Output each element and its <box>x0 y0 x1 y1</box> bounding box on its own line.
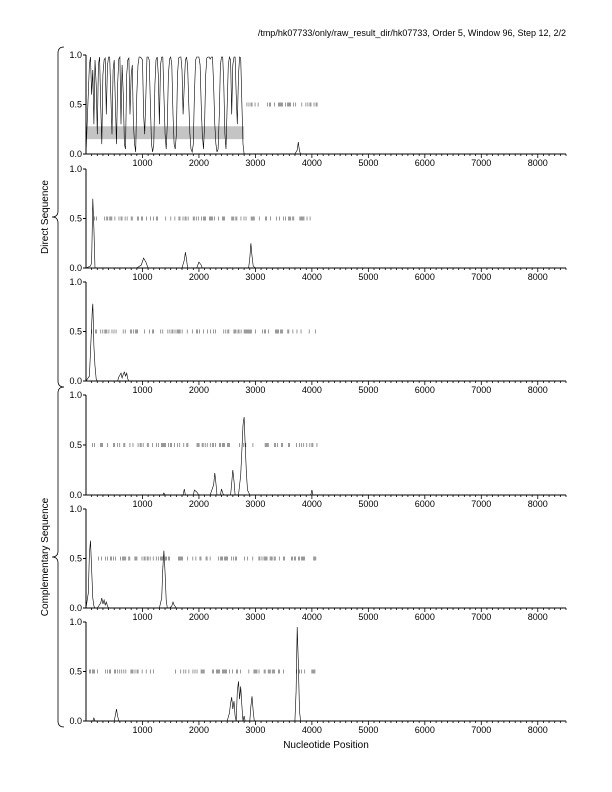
x-tick-label: 1000 <box>132 385 152 395</box>
x-tick-label: 1000 <box>132 158 152 168</box>
x-tick-label: 2000 <box>189 612 209 622</box>
chart-panel-5: 0.0 0.5 1.0 1000 2000 3000 4000 5000 6000 7000 800… <box>69 504 567 622</box>
x-tick-label: 3000 <box>245 272 265 282</box>
x-tick-label: 1000 <box>132 499 152 509</box>
x-tick-label: 6000 <box>415 499 435 509</box>
x-tick-label: 3000 <box>245 725 265 735</box>
x-tick-label: 4000 <box>302 725 322 735</box>
y-tick-label: 0.5 <box>69 554 82 564</box>
x-tick-label: 2000 <box>189 272 209 282</box>
y-tick-label: 0.5 <box>69 100 82 110</box>
figure-header: /tmp/hk07733/only/raw_result_dir/hk07733… <box>258 28 566 38</box>
x-tick-label: 6000 <box>415 272 435 282</box>
x-tick-label: 3000 <box>245 385 265 395</box>
chart-panel-2: 0.0 0.5 1.0 1000 2000 3000 4000 5000 6000 7000 800… <box>69 164 567 282</box>
x-tick-label: 7000 <box>471 272 491 282</box>
x-tick-label: 5000 <box>358 158 378 168</box>
x-tick-label: 4000 <box>302 499 322 509</box>
y-tick-label: 0.5 <box>69 667 82 677</box>
series-line <box>86 626 566 722</box>
series-line <box>86 416 566 496</box>
y-tick-label: 1.0 <box>69 50 82 60</box>
x-tick-label: 2000 <box>189 499 209 509</box>
group-label: Direct Sequence <box>40 180 51 254</box>
series-line <box>85 198 566 269</box>
chart-panel-1: 0.0 0.5 1.0 1000 2000 3000 4000 5000 6000 7000 800… <box>69 50 567 168</box>
x-tick-label: 1000 <box>132 272 152 282</box>
chart-panel-4: 0.0 0.5 1.0 1000 2000 3000 4000 5000 6000 7000 800… <box>69 390 567 509</box>
group-labels: Direct Sequence Complementary Sequence <box>40 46 65 728</box>
x-tick-label: 4000 <box>302 612 322 622</box>
x-tick-label: 1000 <box>132 725 152 735</box>
x-tick-label: 3000 <box>245 499 265 509</box>
y-tick-label: 0.0 <box>69 376 82 386</box>
y-tick-label: 0.0 <box>69 149 82 159</box>
x-tick-label: 3000 <box>245 158 265 168</box>
group-brace <box>51 46 65 388</box>
chart-panel-3: 0.0 0.5 1.0 1000 2000 3000 4000 5000 6000 7000 800… <box>69 277 567 395</box>
x-tick-label: 1000 <box>132 612 152 622</box>
x-tick-label: 6000 <box>415 158 435 168</box>
x-tick-label: 2000 <box>189 725 209 735</box>
x-tick-label: 7000 <box>471 612 491 622</box>
x-tick-label: 4000 <box>302 385 322 395</box>
x-tick-label: 5000 <box>358 612 378 622</box>
group-brace <box>51 386 65 728</box>
x-tick-label: 8000 <box>528 725 548 735</box>
group-label: Complementary Sequence <box>40 497 51 616</box>
series-line <box>85 303 566 382</box>
x-axis-title: Nucleotide Position <box>283 740 369 751</box>
x-tick-label: 2000 <box>189 385 209 395</box>
y-tick-label: 1.0 <box>69 617 82 627</box>
x-tick-label: 7000 <box>471 725 491 735</box>
y-tick-label: 0.0 <box>69 716 82 726</box>
y-tick-label: 0.5 <box>69 440 82 450</box>
x-tick-label: 5000 <box>358 725 378 735</box>
x-tick-label: 6000 <box>415 385 435 395</box>
x-tick-label: 7000 <box>471 158 491 168</box>
x-tick-label: 5000 <box>358 499 378 509</box>
y-tick-label: 1.0 <box>69 504 82 514</box>
x-tick-label: 2000 <box>189 158 209 168</box>
x-tick-label: 8000 <box>528 499 548 509</box>
chart-panel-6: 0.0 0.5 1.0 1000 2000 3000 4000 5000 6000 7000 800… <box>69 617 567 735</box>
x-tick-label: 6000 <box>415 725 435 735</box>
x-tick-label: 6000 <box>415 612 435 622</box>
x-tick-label: 8000 <box>528 385 548 395</box>
y-tick-label: 0.0 <box>69 490 82 500</box>
y-tick-label: 0.5 <box>69 214 82 224</box>
y-tick-label: 0.0 <box>69 263 82 273</box>
x-tick-label: 5000 <box>358 385 378 395</box>
x-tick-label: 4000 <box>302 158 322 168</box>
y-tick-label: 1.0 <box>69 164 82 174</box>
x-tick-label: 8000 <box>528 612 548 622</box>
y-tick-label: 0.5 <box>69 327 82 337</box>
x-tick-label: 7000 <box>471 385 491 395</box>
panels-container: 0.0 0.5 1.0 1000 2000 3000 4000 5000 6000 7000 800… <box>69 50 567 735</box>
series-line <box>85 540 566 609</box>
series-line <box>85 55 566 155</box>
x-tick-label: 4000 <box>302 272 322 282</box>
x-tick-label: 8000 <box>528 158 548 168</box>
y-tick-label: 1.0 <box>69 277 82 287</box>
y-tick-label: 1.0 <box>69 390 82 400</box>
x-tick-label: 8000 <box>528 272 548 282</box>
y-tick-label: 0.0 <box>69 603 82 613</box>
x-tick-label: 3000 <box>245 612 265 622</box>
x-tick-label: 5000 <box>358 272 378 282</box>
x-tick-label: 7000 <box>471 499 491 509</box>
